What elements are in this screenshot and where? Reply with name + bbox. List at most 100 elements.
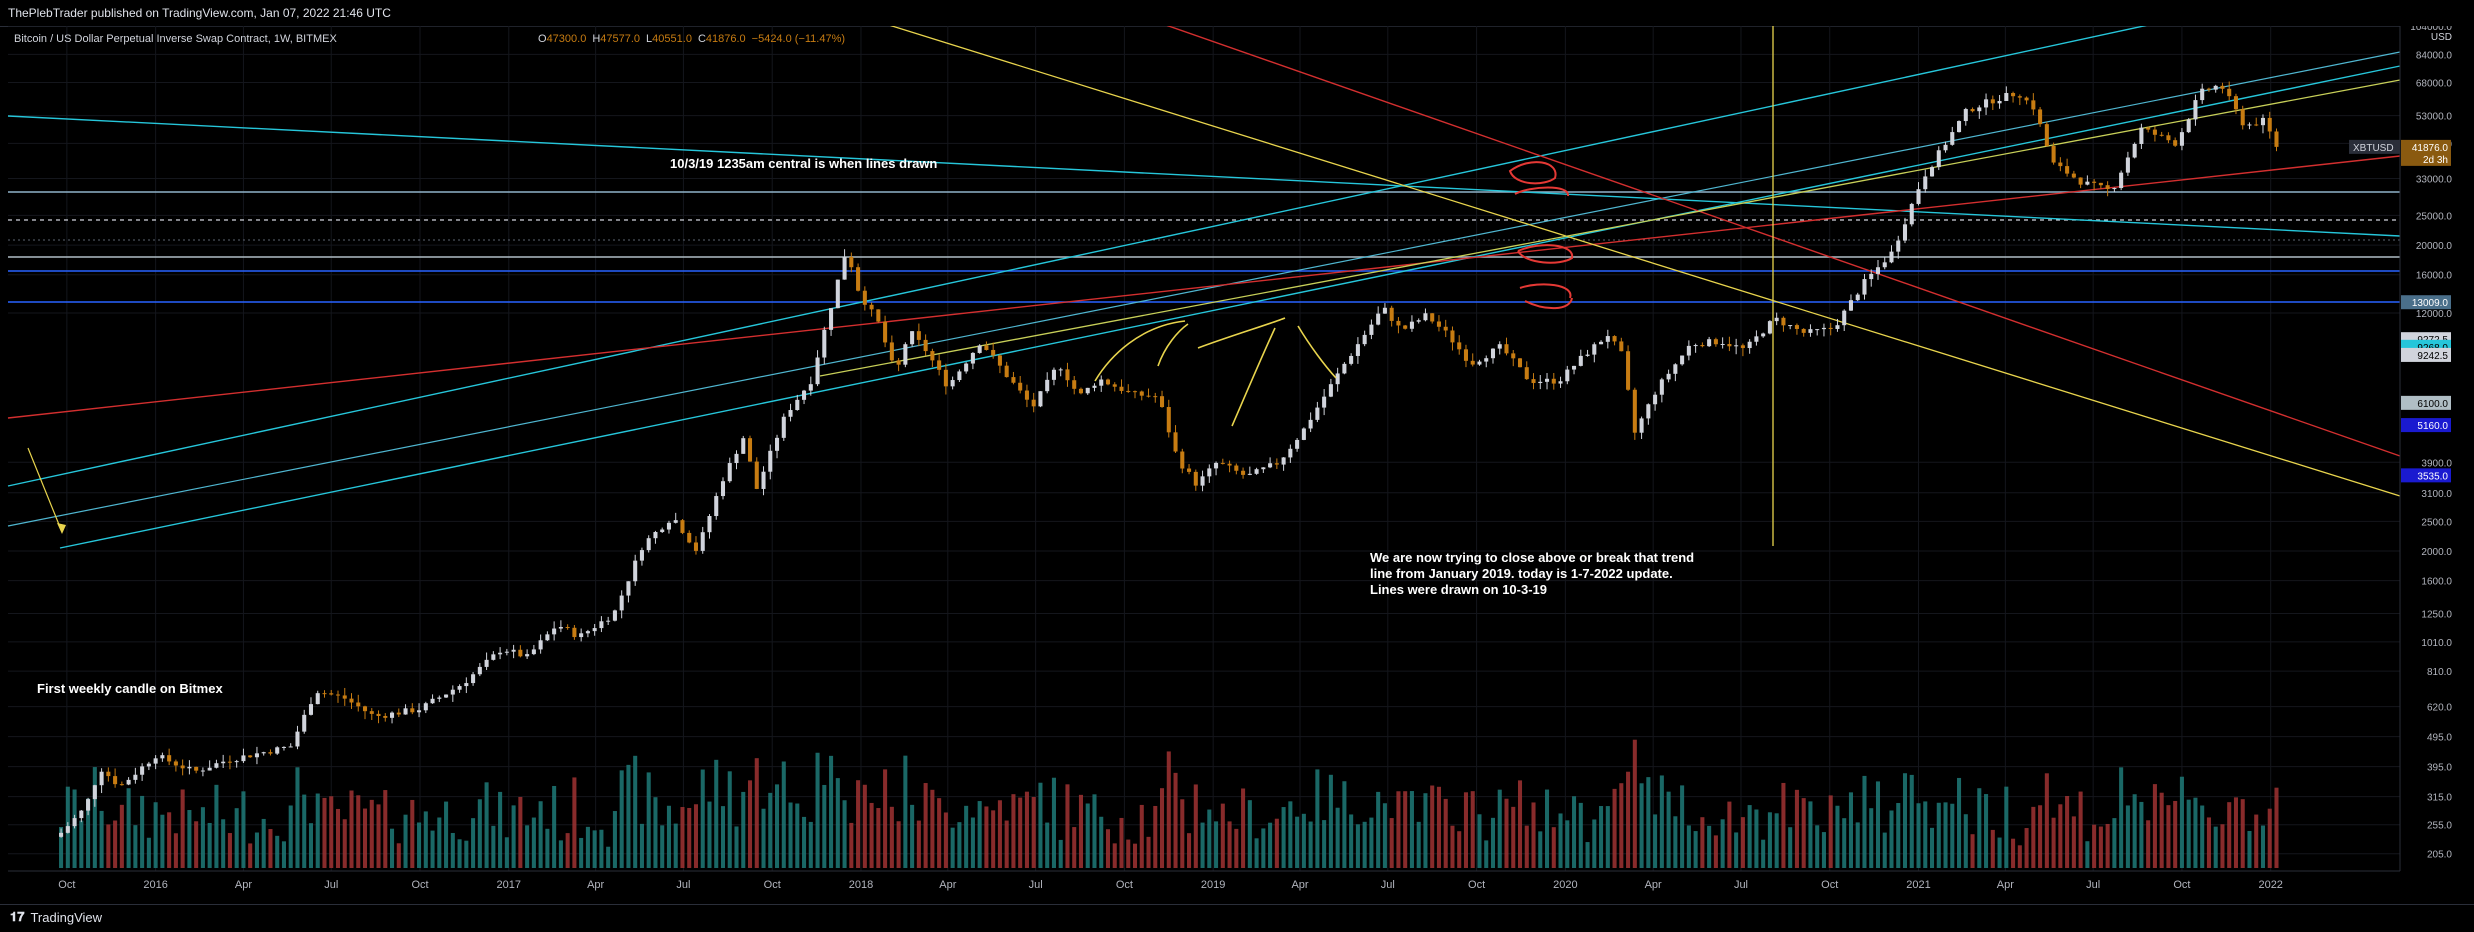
candle-body [403,708,408,715]
candle-body [2031,100,2036,110]
volume-bar [2179,776,2184,868]
candle-body [518,649,523,657]
candle-body [896,360,901,365]
price-axis[interactable]: USD 104000.084000.068000.053000.043000.0… [2399,22,2474,904]
volume-bar [349,790,354,868]
candle-body [1680,355,1685,365]
candle-body [585,631,590,634]
candle-body [2112,188,2117,190]
volume-bars [59,739,2279,868]
candle-body [79,810,84,819]
volume-bar [1423,793,1428,868]
time-axis[interactable]: Oct 2016 Apr Jul Oct 2017 Apr Jul Oct 2018 Apr Jul O… [8,870,2400,891]
y-tick-label: 68000.0 [2416,78,2453,89]
candle-body [2213,85,2218,90]
candle-body [1720,344,1725,346]
volume-bar [2267,808,2272,868]
candle-body [464,683,469,687]
volume-bar [1328,774,1333,868]
x-tick-label: Oct [764,879,781,891]
yellow-scribble-4 [1231,327,1276,427]
y-tick-label: 205.0 [2427,850,2452,861]
x-tick-label: 2017 [497,879,521,891]
volume-bar [1686,825,1691,868]
candle-body [1734,345,1739,347]
volume-bar [92,767,97,868]
volume-bar [207,822,212,868]
tradingview-logo[interactable]: 𝟏𝟕 TradingView [10,910,102,925]
price-chart[interactable]: USD 104000.084000.068000.053000.043000.0… [0,15,2474,904]
trendline-cyan-descending [7,115,2401,237]
candle-body [930,351,935,361]
candle-body [639,550,644,561]
candle-body [572,627,577,638]
candle-body [1821,327,1826,330]
candle-body [2173,140,2178,146]
volume-bar [153,802,158,868]
volume-bar [295,767,300,868]
trendline-cyan-lower [59,65,2401,549]
candle-body [437,697,442,699]
volume-bar [2173,800,2178,868]
volume-bar [2119,767,2124,868]
volume-bar [72,789,77,868]
first-candle-arrowhead [57,523,66,534]
volume-bar [2065,795,2070,868]
volume-bar [1619,783,1624,868]
volume-bar [248,843,253,868]
candle-body [1315,407,1320,420]
candle-body [1139,391,1144,396]
volume-bar [2132,794,2137,868]
chart-area[interactable]: USD 104000.084000.068000.053000.043000.0… [0,15,2474,904]
candle-body [545,634,550,641]
candle-body [680,520,685,533]
x-tick-label: Jul [324,879,338,891]
volume-bar [1281,807,1286,868]
candle-body [883,321,888,343]
volume-bar [1997,837,2002,868]
volume-bar [626,764,631,868]
volume-bar [1058,839,1063,868]
candle-body [1626,351,1631,390]
x-tick-label: Apr [939,879,956,891]
annotation-note-1: We are now trying to close above or brea… [1370,550,1694,565]
candle-body [619,595,624,611]
volume-bar [1268,822,1273,868]
volume-bar [1119,817,1124,868]
volume-bar [1490,817,1496,868]
candle-body [2058,162,2063,167]
candle-body [606,620,611,622]
candle-body [1572,365,1577,370]
volume-bar [1126,839,1131,868]
volume-bar [2038,805,2043,868]
candle-body [2274,131,2279,147]
candle-body [1254,469,1259,474]
volume-bar [646,772,651,868]
candle-body [1335,373,1340,385]
volume-bar [180,789,185,868]
candle-body [2017,96,2022,98]
volume-bar [869,802,874,868]
volume-bar [2125,805,2130,868]
volume-bar [1436,786,1441,868]
candle-body [133,774,138,780]
candle-body [106,771,111,777]
candle-body [565,627,570,629]
candle-body [1632,389,1637,433]
volume-bar [1105,829,1111,868]
candle-body [248,755,253,758]
volume-bar [2193,797,2198,868]
candle-body [1916,189,1921,204]
volume-bar [477,799,482,868]
price-tag-bg [2401,468,2451,483]
candle-body [1436,321,1441,327]
candle-body [842,256,847,280]
candle-body [2233,96,2238,110]
volume-bar [2051,817,2056,868]
volume-bar [1234,828,1239,868]
volume-bar [484,782,489,868]
volume-bar [1936,802,1941,868]
candle-body [1828,327,1833,329]
candle-body [1308,419,1313,429]
